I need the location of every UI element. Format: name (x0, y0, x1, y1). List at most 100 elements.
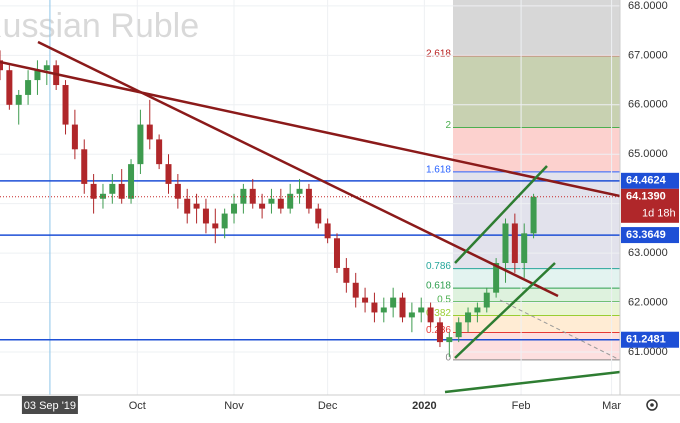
candle-body (530, 196, 537, 234)
price-label-box (621, 227, 679, 244)
plot (0, 50, 620, 357)
candle-body (184, 198, 191, 214)
candle-body (118, 183, 125, 199)
candle-body (315, 208, 322, 224)
candle-body (296, 188, 303, 194)
candle-body (436, 322, 443, 343)
grid (0, 0, 620, 395)
x-tick-label: Feb (512, 400, 531, 412)
candle-body (249, 188, 256, 204)
candle-body (305, 188, 312, 209)
candle-body (90, 183, 97, 199)
channel-line (454, 165, 548, 264)
candle-body (109, 183, 116, 194)
x-tick-label: 2020 (412, 400, 436, 412)
fib-band (453, 315, 620, 333)
last-price-box (621, 188, 679, 223)
candle-body (221, 213, 228, 229)
candle-body (34, 70, 41, 81)
fib-label: 0.786 (426, 261, 451, 272)
candle-body (287, 193, 294, 209)
candle-body (390, 297, 397, 308)
fib-band (453, 127, 620, 172)
trend-line (0, 60, 620, 198)
x-tick-label: Mar (602, 400, 621, 412)
axes: 61.000062.000063.000064.000065.000066.00… (21, 0, 679, 414)
candle-body (231, 203, 238, 214)
candle-body (193, 203, 200, 209)
price-label: 64.4624 (626, 175, 667, 187)
candle-body (25, 80, 32, 95)
candle-body (165, 164, 172, 184)
candle-body (483, 292, 490, 308)
candle-body (333, 238, 340, 268)
channel-line (454, 262, 556, 359)
price-label-box (621, 331, 679, 348)
candle-body (493, 263, 500, 293)
fib-label: 0.5 (437, 294, 451, 305)
candle-body (99, 193, 106, 199)
fib-label: 1.618 (426, 165, 451, 176)
fib-label: 0.382 (426, 308, 451, 319)
candle-body (62, 85, 69, 125)
candle-body (427, 307, 434, 323)
candle-body (259, 203, 266, 209)
y-tick-label: 65.0000 (628, 148, 668, 160)
watermark: Russian Ruble (0, 7, 199, 45)
candle-body (128, 164, 135, 199)
candle-body (371, 302, 378, 313)
y-tick-label: 67.0000 (628, 49, 668, 61)
fib-label: 0 (445, 353, 451, 364)
candle-body (43, 65, 50, 71)
candle-body (362, 297, 369, 303)
candle-body (511, 223, 518, 264)
candle-body (202, 208, 209, 224)
x-tick-label: Dec (318, 400, 338, 412)
candle-body (0, 60, 3, 71)
crosshair-label-box (21, 396, 78, 414)
candle-body (146, 124, 153, 140)
candle-body (240, 188, 247, 204)
y-tick-label: 66.0000 (628, 99, 668, 111)
candle-body (502, 223, 509, 264)
fib-band (453, 332, 620, 360)
projection-line (499, 299, 620, 361)
fib-label: 0.618 (426, 281, 451, 292)
countdown: 1d 18h (642, 208, 676, 220)
candle-body (521, 233, 528, 264)
candle-body (408, 312, 415, 318)
candle-body (81, 149, 88, 184)
candle-body (343, 267, 350, 283)
price-label: 63.3649 (626, 229, 666, 241)
fib-label: 2.618 (426, 48, 451, 59)
fib-band (453, 288, 620, 302)
x-tick-label: Nov (224, 400, 244, 412)
y-tick-label: 63.0000 (628, 247, 668, 259)
trend-line (37, 40, 559, 298)
candle-body (418, 307, 425, 313)
candle-body (446, 337, 453, 343)
settings-icon[interactable] (646, 399, 658, 411)
candle-body (380, 307, 387, 313)
fib-band (453, 0, 620, 56)
candle-body (474, 307, 481, 313)
price-label-box (621, 172, 679, 189)
y-tick-label: 61.0000 (628, 346, 668, 358)
fib-band (453, 55, 620, 128)
candle-body (399, 297, 406, 318)
candle-body (6, 70, 13, 105)
candle-body (212, 223, 219, 229)
trend-line (444, 370, 620, 394)
fib-band (453, 301, 620, 316)
candle-body (352, 282, 359, 298)
candle-body (15, 94, 22, 105)
candle-body (324, 223, 331, 239)
candle-body (71, 124, 78, 150)
candle-body (156, 139, 163, 165)
x-tick-label: 03 Sep '19 (24, 400, 76, 412)
candle-body (277, 198, 284, 209)
candle-body (268, 198, 275, 204)
fib-label: 2 (445, 120, 451, 131)
